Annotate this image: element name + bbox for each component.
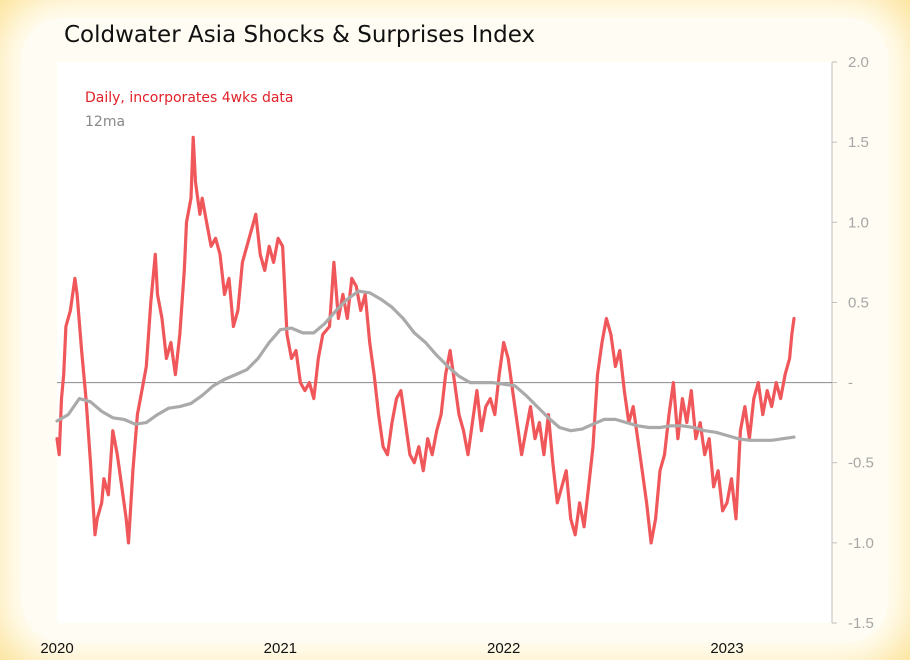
x-tick-label: 2022 [487, 640, 520, 657]
y-tick-label: 0.5 [848, 294, 869, 311]
series-layer [55, 135, 796, 545]
x-tick-label: 2023 [710, 640, 743, 657]
series-line-daily [55, 135, 796, 545]
y-tick-label: -0.5 [848, 455, 874, 472]
series-line-12ma [55, 289, 796, 442]
y-tick-label: 2.0 [848, 54, 869, 71]
plot-area [57, 62, 832, 623]
y-tick-label: 1.0 [848, 214, 869, 231]
y-tick-label: - [848, 375, 853, 392]
y-tick-label: 1.5 [848, 134, 869, 151]
y-tick-label: -1.0 [848, 535, 874, 552]
x-tick-label: 2021 [264, 640, 297, 657]
legend-daily: Daily, incorporates 4wks data [85, 90, 294, 106]
x-tick-label: 2020 [40, 640, 73, 657]
y-tick-label: -1.5 [848, 615, 874, 632]
legend-12ma: 12ma [85, 114, 126, 130]
chart-title: Coldwater Asia Shocks & Surprises Index [64, 22, 536, 48]
